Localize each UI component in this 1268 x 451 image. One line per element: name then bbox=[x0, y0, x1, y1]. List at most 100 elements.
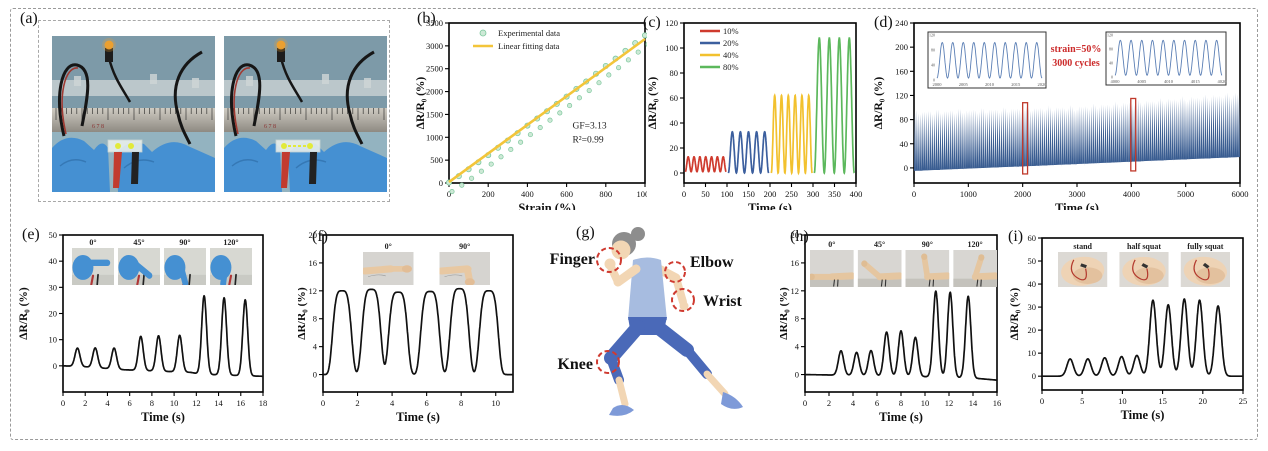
cycling-band bbox=[914, 92, 1240, 173]
x-tick-label: 4 bbox=[851, 398, 856, 408]
inset-x-tick: 4020 bbox=[1218, 79, 1228, 84]
inset-angle-label: 45° bbox=[133, 238, 144, 247]
y-tick-label: 40 bbox=[49, 256, 58, 266]
series-40% bbox=[770, 93, 813, 176]
highlight-box bbox=[1130, 97, 1137, 172]
y-axis-label: ΔR/R₀ (%) bbox=[18, 287, 30, 340]
inset-photo-finger bbox=[118, 248, 160, 285]
runner-front-forearm bbox=[607, 263, 622, 286]
y-tick-label: 120 bbox=[665, 18, 678, 28]
y-tick-label: 16 bbox=[309, 258, 318, 268]
x-tick-label: 8 bbox=[899, 398, 903, 408]
panel-f-chart: 0 2 4 6 8 10 0 4 8 12 16 20 Time (s) ΔR/R₀ (%) 0° 90° bbox=[298, 230, 514, 424]
wire-loop-black bbox=[58, 63, 90, 137]
inset-angle-label: 120° bbox=[223, 238, 238, 247]
x-tick-label: 6 bbox=[425, 398, 429, 408]
legend-label: 20% bbox=[723, 38, 739, 48]
highlight-box bbox=[1022, 102, 1029, 175]
finger-annotation: Finger bbox=[550, 251, 595, 268]
inset-photo-elbow bbox=[857, 250, 902, 287]
x-tick-label: 1000 bbox=[960, 189, 977, 199]
y-tick-label: 10 bbox=[49, 335, 58, 345]
y-tick-label: 8 bbox=[795, 314, 799, 324]
ruler bbox=[224, 108, 387, 132]
wire-loop-red bbox=[61, 67, 79, 135]
x-tick-label: 10 bbox=[921, 398, 930, 408]
clip-red bbox=[113, 152, 122, 188]
runner-back-ankle bbox=[703, 370, 729, 398]
legend-label: 40% bbox=[723, 50, 739, 60]
knee-marker-circle bbox=[596, 350, 620, 374]
sensor-marker bbox=[281, 143, 287, 149]
led bbox=[104, 40, 114, 50]
x-tick-label: 250 bbox=[785, 189, 798, 199]
runner-front-hand bbox=[604, 258, 616, 270]
inset-x-tick: 2010 bbox=[985, 82, 995, 87]
y-tick-label: 20 bbox=[309, 230, 318, 240]
inset-angle-label: 0° bbox=[89, 238, 96, 247]
inset-x-tick: 4010 bbox=[1164, 79, 1174, 84]
y-tick-label: 20 bbox=[49, 309, 58, 319]
x-tick-label: 2000 bbox=[1014, 189, 1031, 199]
y-tick-label: 30 bbox=[49, 282, 58, 292]
x-tick-label: 12 bbox=[945, 398, 954, 408]
inset-x-tick: 4005 bbox=[1137, 79, 1147, 84]
inset-x-tick: 2005 bbox=[959, 82, 969, 87]
x-tick-label: 4000 bbox=[1123, 189, 1140, 199]
series-10% bbox=[684, 155, 727, 173]
y-tick-label: 20 bbox=[791, 230, 800, 240]
inset-photo-elbow bbox=[810, 250, 854, 287]
y-tick-label: 120 bbox=[895, 90, 908, 100]
panel-b-chart: 0 200 400 600 800 1000 0 500 1000 1500 2000 2500 300… bbox=[415, 18, 647, 210]
inset-photo-finger bbox=[164, 248, 206, 285]
x-axis-label: Time (s) bbox=[879, 410, 923, 424]
runner-head bbox=[611, 240, 631, 260]
y-tick-label: 12 bbox=[309, 286, 318, 296]
inset-photo-elbow bbox=[905, 250, 950, 287]
y-tick-label: 60 bbox=[1028, 233, 1037, 243]
cycling-annotation: strain=50% bbox=[1051, 44, 1102, 55]
x-tick-label: 0 bbox=[912, 189, 916, 199]
wire-right bbox=[345, 50, 375, 145]
y-tick-label: 100 bbox=[665, 43, 678, 53]
inset-photo-knee bbox=[1058, 252, 1108, 287]
inset-x-tick: 4015 bbox=[1191, 79, 1201, 84]
y-tick-label: 0 bbox=[53, 361, 57, 371]
axes: 0 5 10 15 20 25 0 10 20 30 40 50 60 Time (s) ΔR/R₀ (%) bbox=[1010, 233, 1247, 422]
x-tick-label: 150 bbox=[742, 189, 755, 199]
x-tick-label: 600 bbox=[560, 189, 573, 199]
runner-back-hand bbox=[679, 301, 689, 311]
y-axis-label: ΔR/R₀ (%) bbox=[415, 77, 427, 130]
y-axis-label: ΔR/R₀ (%) bbox=[780, 287, 790, 340]
inset-photo-finger bbox=[72, 248, 114, 285]
inset-x-tick: 2020 bbox=[1038, 82, 1048, 87]
y-tick-label: 30 bbox=[1028, 302, 1037, 312]
legend: Experimental data Linear fitting data bbox=[473, 28, 560, 51]
y-tick-label: 1500 bbox=[426, 109, 443, 119]
x-tick-label: 10 bbox=[170, 398, 179, 408]
y-tick-label: 240 bbox=[895, 18, 908, 28]
fit-line bbox=[448, 37, 646, 184]
inset-angle-label: 45° bbox=[874, 240, 885, 249]
x-tick-label: 10 bbox=[1118, 396, 1127, 406]
svg-text:6 7 8: 6 7 8 bbox=[264, 124, 276, 130]
x-tick-label: 2 bbox=[83, 398, 87, 408]
panel-h-label: (h) bbox=[790, 228, 809, 245]
panel-a-photo-unstretched: 6 7 8 bbox=[52, 36, 215, 192]
zoom-inset: 4000 4005 4010 4015 4020 0 40 80 120 bbox=[1105, 31, 1228, 86]
knee-annotation: Knee bbox=[557, 356, 593, 373]
clip-black bbox=[309, 152, 317, 184]
x-axis-label: Strain (%) bbox=[518, 201, 575, 210]
elbow-marker-circle bbox=[664, 261, 686, 283]
inset-angle-label: fully squat bbox=[1187, 242, 1224, 251]
wrist-annotation: Wrist bbox=[703, 293, 742, 310]
signal-curve bbox=[62, 294, 264, 378]
inset-x-tick: 2015 bbox=[1011, 82, 1021, 87]
x-tick-label: 0 bbox=[682, 189, 686, 199]
panel-b-label: (b) bbox=[417, 10, 436, 27]
inset-angle-label: stand bbox=[1073, 242, 1092, 251]
signal-curve bbox=[322, 287, 514, 376]
y-tick-label: 12 bbox=[791, 286, 800, 296]
